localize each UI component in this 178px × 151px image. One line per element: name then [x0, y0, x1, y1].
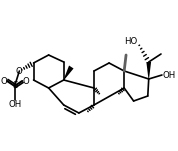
Polygon shape [64, 66, 74, 80]
Text: S: S [12, 82, 17, 90]
Text: O: O [16, 66, 23, 76]
Text: HO: HO [124, 37, 137, 47]
Text: OH: OH [8, 100, 21, 109]
Text: O: O [22, 77, 29, 85]
Text: OH: OH [163, 71, 176, 79]
Text: O: O [0, 77, 7, 85]
Polygon shape [146, 62, 151, 79]
